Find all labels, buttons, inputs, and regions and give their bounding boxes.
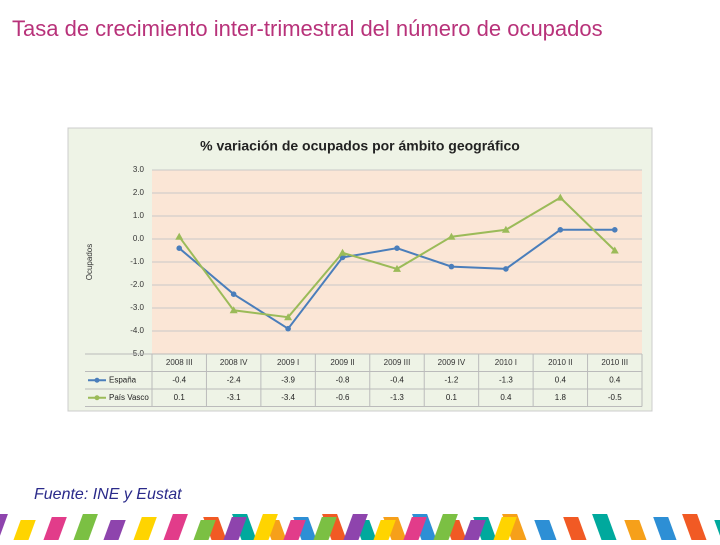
legend-marker <box>94 377 100 383</box>
table-value: -1.3 <box>390 393 404 402</box>
decor-tile <box>682 514 707 540</box>
marker <box>447 232 456 240</box>
decor-tile <box>253 514 278 540</box>
decor-tile <box>592 514 617 540</box>
table-value: -0.4 <box>172 375 186 384</box>
marker <box>611 227 618 233</box>
marker <box>175 232 184 240</box>
decor-strip <box>0 514 720 545</box>
y-tick-label: -1.0 <box>130 257 144 266</box>
y-tick-label: -2.0 <box>130 280 144 289</box>
table-value: -0.8 <box>336 375 350 384</box>
decor-tile <box>534 520 559 545</box>
chart-title: % variación de ocupados por ámbito geogr… <box>200 138 520 154</box>
decor-tile <box>624 520 649 545</box>
marker <box>285 325 291 332</box>
y-tick-label: -4.0 <box>130 326 144 335</box>
decor-tile <box>714 520 720 545</box>
decor-tile <box>653 517 678 543</box>
decor-tile <box>11 520 36 545</box>
x-tick-label: 2009 III <box>384 358 411 367</box>
legend-marker <box>94 395 100 401</box>
table-value: 0.4 <box>555 375 567 384</box>
x-tick-label: 2009 IV <box>438 358 466 367</box>
decor-tile <box>163 514 188 540</box>
marker <box>501 225 510 233</box>
y-tick-label: 0.0 <box>133 234 145 243</box>
x-tick-label: 2009 I <box>277 358 299 367</box>
x-tick-label: 2008 IV <box>220 358 248 367</box>
marker <box>393 264 401 272</box>
x-tick-label: 2010 II <box>548 358 572 367</box>
marker <box>284 313 293 321</box>
table-value: -0.5 <box>608 393 622 402</box>
decor-tile <box>492 517 517 543</box>
legend-label: España <box>109 375 137 384</box>
decor-tile <box>73 514 98 540</box>
marker <box>230 291 237 298</box>
table-value: -1.3 <box>499 375 513 384</box>
decor-tile <box>0 514 8 540</box>
marker <box>503 266 509 272</box>
table-value: -0.4 <box>390 375 404 384</box>
y-tick-label: -3.0 <box>130 303 144 312</box>
decor-tile <box>402 517 427 543</box>
table-value: -1.2 <box>445 375 459 384</box>
table-value: -3.1 <box>227 393 241 402</box>
marker <box>556 193 565 201</box>
decor-tile <box>101 520 126 545</box>
decor-tile <box>42 517 67 543</box>
marker <box>557 227 564 233</box>
table-value: 1.8 <box>555 393 567 402</box>
y-tick-label: 3.0 <box>133 165 145 174</box>
y-axis-label: Ocupados <box>85 244 94 280</box>
decor-tile <box>222 517 247 543</box>
table-value: -0.6 <box>336 393 350 402</box>
marker <box>610 246 619 254</box>
slide-title: Tasa de crecimiento inter-trimestral del… <box>12 16 603 41</box>
legend-label: País Vasco <box>109 393 149 402</box>
marker <box>229 306 238 314</box>
decor-tile <box>433 514 458 540</box>
decor-tile <box>132 517 157 543</box>
x-tick-label: 2010 I <box>495 358 517 367</box>
decor-tile <box>343 514 368 540</box>
y-tick-label: 1.0 <box>133 211 145 220</box>
table-value: 0.4 <box>609 375 621 384</box>
table-value: 0.4 <box>500 393 512 402</box>
x-tick-label: 2008 III <box>166 358 193 367</box>
x-tick-label: 2010 III <box>601 358 628 367</box>
decor-tile <box>312 517 337 543</box>
marker <box>176 245 183 251</box>
table-value: -3.9 <box>281 375 295 384</box>
x-tick-label: 2009 II <box>330 358 354 367</box>
decor-tile <box>563 517 588 543</box>
table-value: -3.4 <box>281 393 295 402</box>
source: Fuente: INE y Eustat <box>34 486 182 503</box>
table-value: 0.1 <box>446 393 458 402</box>
table-value: 0.1 <box>174 393 186 402</box>
marker <box>394 245 400 251</box>
marker <box>338 248 347 256</box>
y-tick-label: 2.0 <box>133 188 145 197</box>
marker <box>448 263 455 270</box>
table-value: -2.4 <box>227 375 241 384</box>
